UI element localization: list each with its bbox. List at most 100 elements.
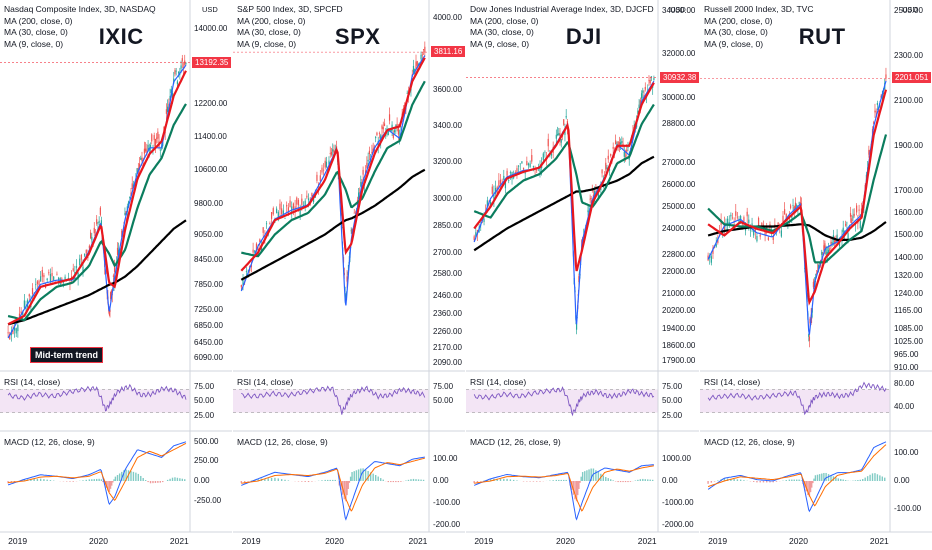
candle-body	[40, 276, 42, 282]
macd-bar	[552, 480, 554, 481]
candle-body	[250, 264, 253, 268]
macd-bar	[360, 468, 362, 481]
rsi-band	[0, 389, 190, 413]
rsi-tick-label: 80.00	[894, 378, 915, 388]
macd-bar	[166, 479, 169, 481]
candle-body	[262, 227, 264, 233]
macd-bar	[730, 478, 732, 481]
macd-bar	[503, 478, 505, 481]
y-tick-label: 11400.00	[194, 132, 227, 142]
macd-bar	[769, 481, 771, 483]
candle-body	[377, 141, 379, 148]
y-tick-label: 910.00	[894, 362, 919, 372]
macd-bar	[39, 478, 42, 481]
candle-body	[853, 213, 855, 216]
candle-body	[350, 230, 352, 232]
ma9-line	[707, 89, 888, 306]
macd-bar	[649, 479, 651, 481]
macd-bar	[857, 480, 859, 481]
macd-bar	[364, 469, 367, 481]
candle-body	[240, 284, 242, 288]
macd-bar	[496, 478, 498, 481]
candle-body	[885, 74, 887, 79]
candle-body	[7, 332, 9, 334]
candle-body	[827, 250, 830, 254]
macd-bar	[332, 479, 334, 481]
ma9-line	[7, 70, 187, 326]
candle-body	[91, 236, 93, 241]
candle-body	[100, 220, 103, 228]
candle-body	[558, 133, 560, 136]
candle-body	[846, 222, 848, 224]
candle-body	[532, 166, 535, 168]
candle-body	[327, 168, 329, 171]
macd-bar	[586, 470, 588, 481]
rsi-line	[707, 381, 887, 416]
candle-body	[392, 133, 394, 138]
macd-bar	[812, 481, 814, 484]
macd-bar	[881, 476, 883, 481]
candle-body	[524, 172, 526, 174]
macd-bar	[642, 478, 644, 481]
macd-bar	[506, 478, 508, 481]
candle-body	[49, 273, 52, 282]
macd-bar	[862, 478, 864, 481]
y-tick-label: 6090.00	[194, 352, 223, 362]
macd-bar	[796, 479, 798, 481]
candle-body	[740, 215, 742, 221]
y-tick-label: 3600.00	[433, 85, 462, 95]
macd-bar	[346, 481, 348, 496]
rsi-tick-label: 75.00	[662, 381, 683, 391]
candle-body	[381, 125, 383, 129]
rsi-title: RSI (14, close)	[237, 377, 294, 387]
candle-body	[116, 247, 119, 255]
candle-body	[272, 208, 274, 215]
rsi-tick-label: 50.00	[662, 396, 683, 405]
macd-bar	[390, 481, 392, 483]
candle-body	[329, 153, 331, 154]
macd-bar	[135, 472, 137, 481]
candle-body	[547, 138, 549, 147]
candle-body	[284, 217, 286, 219]
candle-body	[367, 159, 369, 162]
rsi-title: RSI (14, close)	[470, 377, 527, 387]
candle-body	[821, 251, 823, 255]
ma9-line	[473, 82, 655, 272]
rsi-tick-label: 40.00	[894, 401, 915, 411]
candle-body	[270, 212, 273, 219]
candle-body	[556, 133, 559, 136]
macd-bar	[30, 479, 32, 481]
macd-bar	[825, 472, 827, 481]
candle-body	[307, 198, 310, 201]
macd-bar	[380, 478, 382, 481]
macd-bar	[772, 481, 774, 483]
macd-bar	[345, 481, 347, 502]
macd-bar	[301, 481, 303, 482]
candle-body	[265, 223, 268, 225]
candle-body	[731, 217, 734, 219]
y-tick-label: 32000.00	[662, 49, 696, 59]
candle-body	[825, 247, 827, 255]
legend-entry-1: MA (30, close, 0)	[4, 27, 68, 37]
candle-body	[610, 153, 612, 156]
macd-bar	[69, 481, 71, 482]
candle-body	[738, 218, 740, 224]
macd-bar	[392, 481, 395, 483]
macd-bar	[499, 478, 502, 481]
candle-body	[753, 229, 755, 236]
candle-body	[639, 100, 641, 107]
signal-line	[8, 442, 187, 502]
y-tick-label: 2360.00	[433, 309, 462, 319]
macd-bar	[334, 479, 336, 481]
macd-bar	[125, 469, 127, 481]
x-tick-label: 2019	[8, 536, 28, 546]
candle-body	[333, 150, 335, 154]
candle-body	[167, 106, 169, 113]
macd-bar	[348, 481, 351, 483]
candle-body	[728, 222, 730, 225]
candle-body	[808, 333, 810, 337]
candle-body	[873, 122, 875, 125]
candle-body	[782, 215, 784, 223]
annotation-mid-term-trend: Mid-term trend	[30, 347, 103, 363]
candles	[473, 75, 655, 335]
